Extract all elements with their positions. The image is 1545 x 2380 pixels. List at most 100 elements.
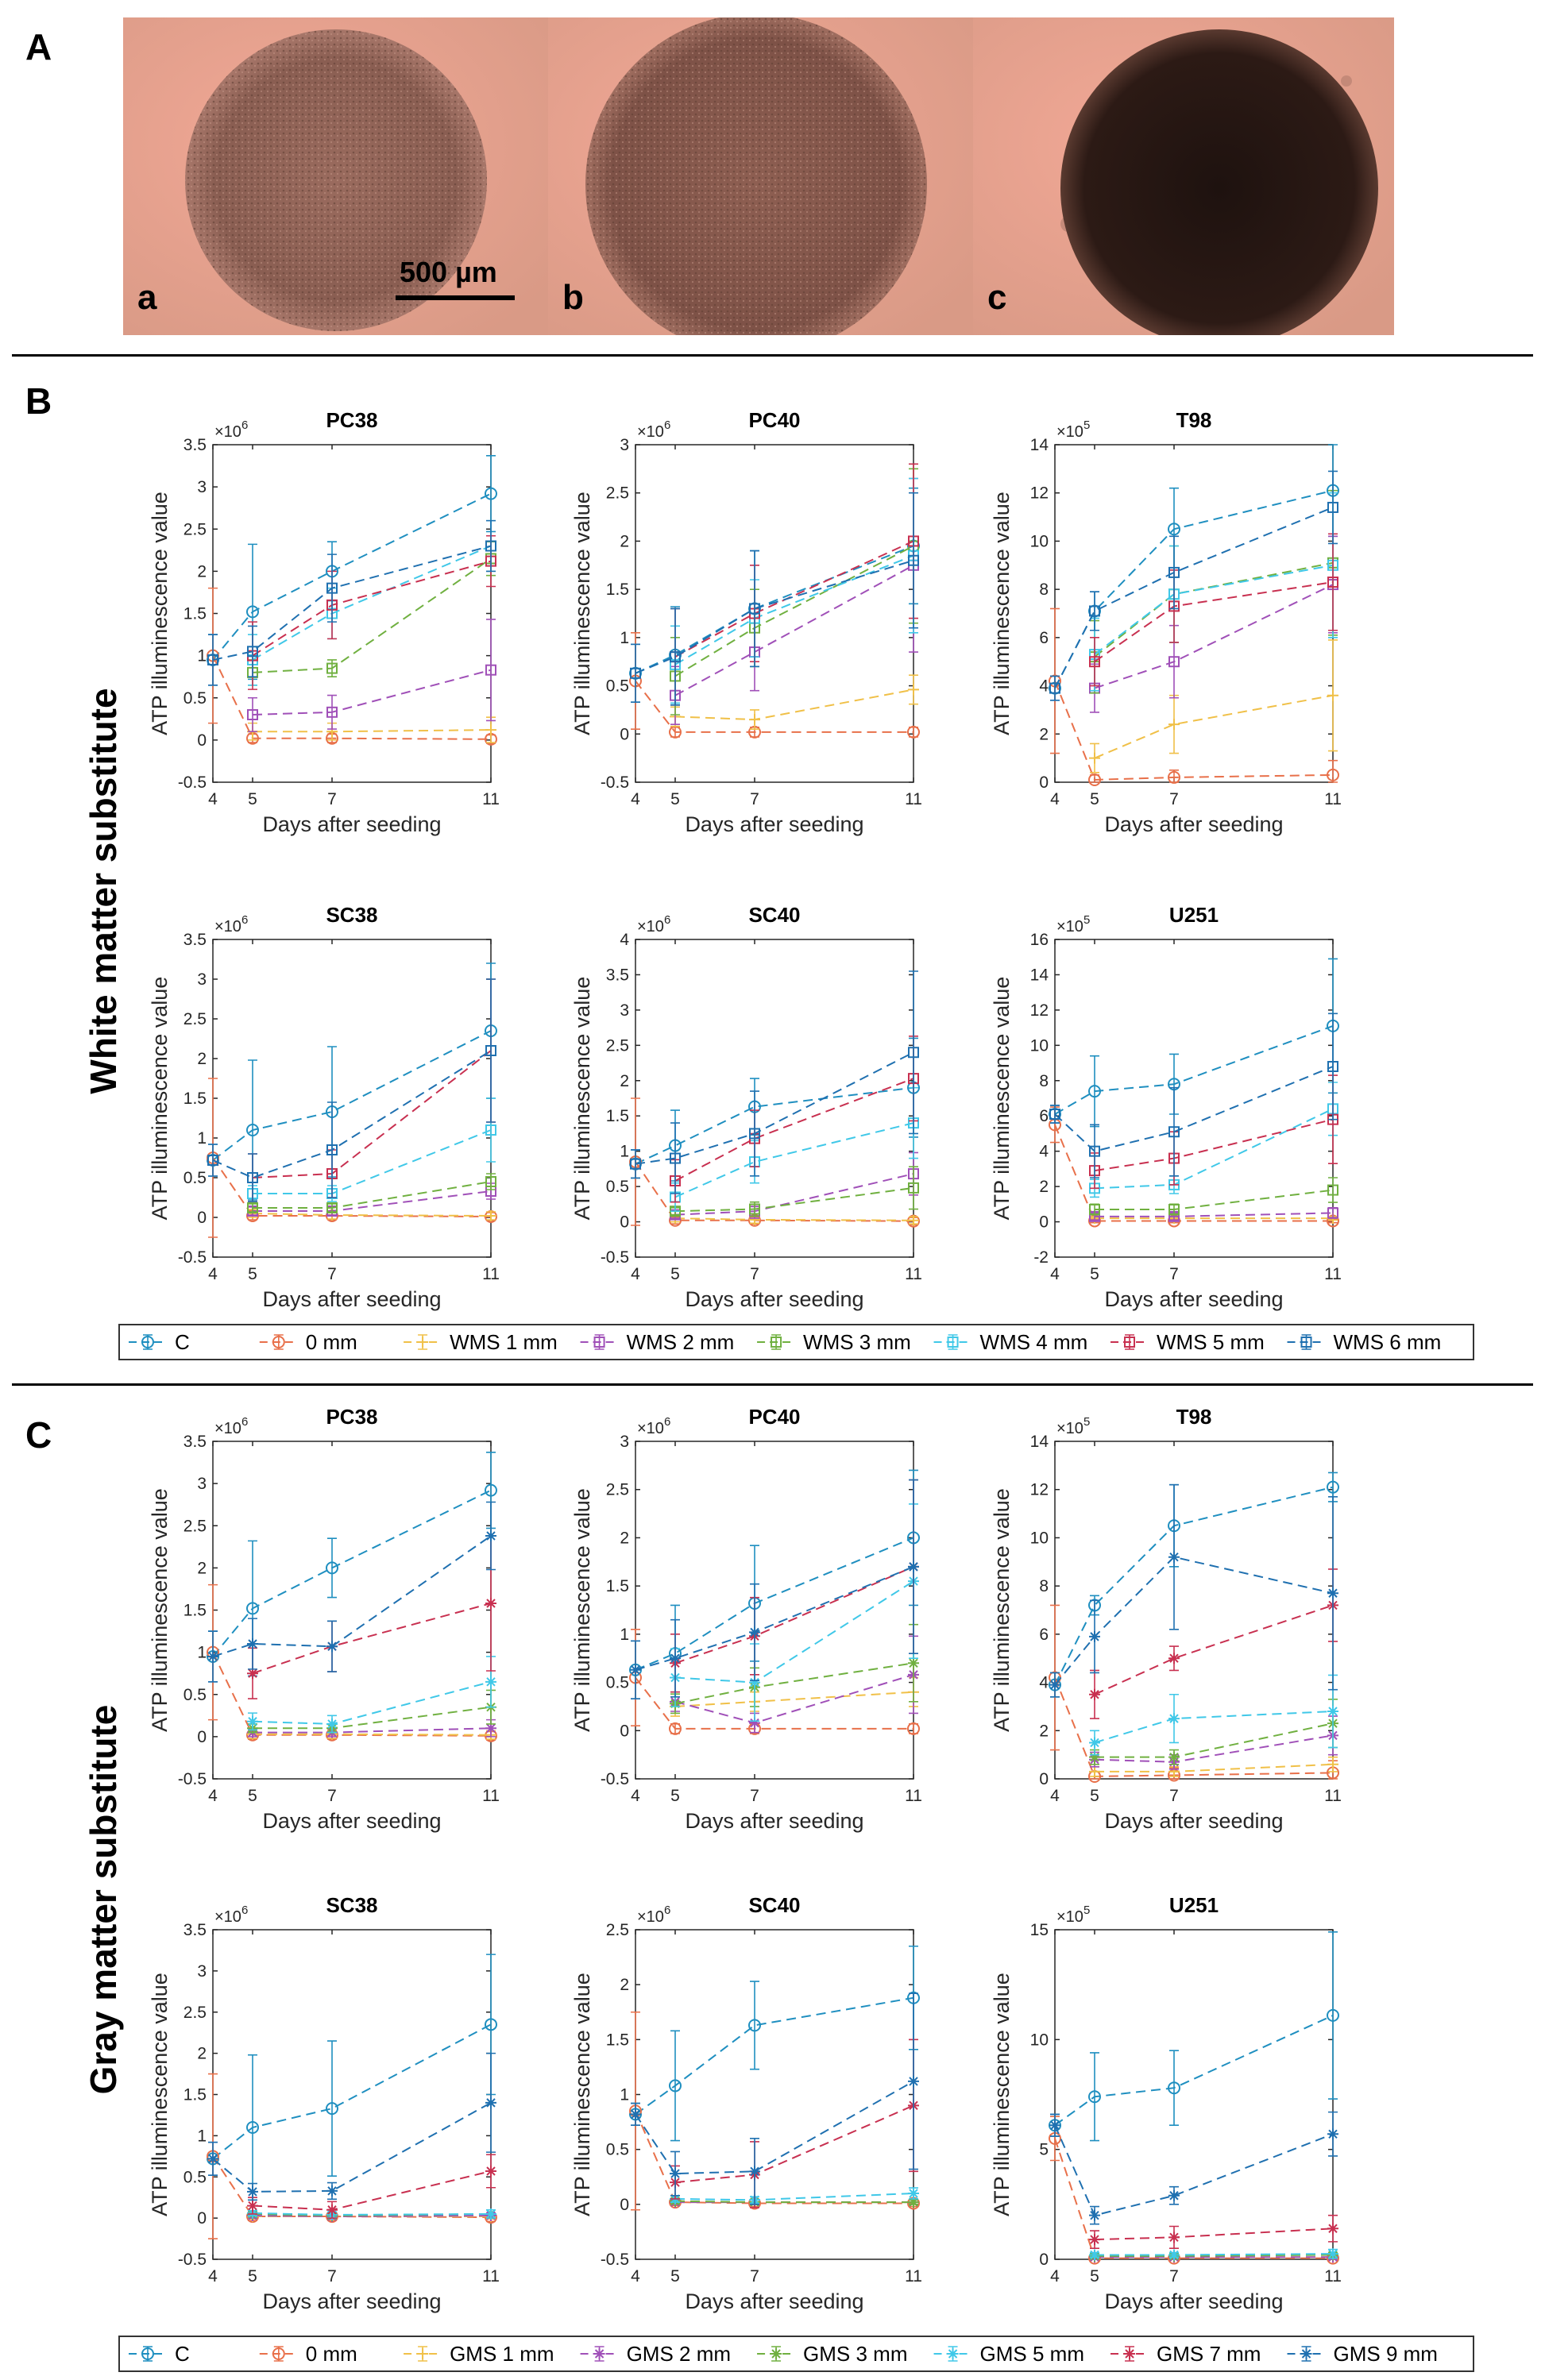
error-bar [1328, 470, 1338, 545]
series-wms-4-mm [670, 477, 919, 704]
y-axis-label: ATP illuminescence value [990, 492, 1014, 735]
x-tick-label: 11 [905, 1787, 922, 1805]
y-tick-label: 0.5 [606, 1674, 629, 1692]
error-bar [1169, 1086, 1179, 1177]
photo-letter-b: b [562, 278, 584, 317]
x-tick-label: 7 [327, 790, 337, 808]
series-c [629, 1945, 920, 2142]
error-bar [208, 634, 218, 686]
data-point [1049, 1679, 1060, 1691]
series-gms-9-mm [630, 1479, 919, 1700]
legend-marker [417, 2348, 429, 2359]
y-tick-label: 0.5 [606, 677, 629, 696]
x-tick-label: 4 [631, 2267, 640, 2285]
legend-entry: WMS 3 mm [757, 1330, 911, 1354]
y-tick-label: 2.5 [606, 484, 629, 503]
data-point [1089, 2249, 1100, 2261]
y-tick-label: 1.5 [183, 2086, 207, 2104]
data-point [1327, 577, 1338, 588]
error-bar [327, 659, 337, 677]
legend-marker [593, 2348, 605, 2359]
y-tick-label: 14 [1030, 966, 1049, 984]
series-line [1094, 561, 1334, 658]
x-tick-label: 5 [248, 2267, 257, 2285]
series-line [252, 1603, 492, 1675]
data-point [326, 1561, 338, 1575]
series-gms-7-mm [247, 1535, 496, 1699]
data-point [1327, 1587, 1338, 1599]
series-line [212, 655, 492, 740]
y-tick-label: 4 [1039, 1674, 1049, 1692]
x-tick-label: 4 [208, 790, 218, 808]
error-bar [327, 1537, 337, 1599]
data-point [1168, 1204, 1180, 1215]
series-line [1094, 2228, 1334, 2241]
y-tick-label: 3 [197, 1962, 207, 1981]
series-wms-3-mm [1089, 1177, 1338, 1216]
series-line [252, 545, 492, 661]
series-line [635, 1996, 914, 2116]
y-tick-label: 2 [1039, 1722, 1049, 1740]
series-gms-2-mm [1089, 1715, 1338, 1770]
y-tick-label: 0 [620, 1722, 629, 1740]
exponent-power: 5 [1083, 1415, 1090, 1429]
data-point [485, 487, 497, 500]
data-point [485, 2096, 496, 2108]
data-point [630, 667, 641, 679]
data-point [908, 1657, 919, 1669]
data-point [1168, 719, 1180, 731]
data-point [1168, 2231, 1180, 2243]
y-tick-label: 8 [1039, 581, 1049, 599]
error-bar [1090, 1124, 1099, 1178]
data-point [485, 2208, 496, 2220]
data-point [1168, 1126, 1180, 1138]
x-tick-label: 11 [1324, 2267, 1342, 2285]
series-wms-6-mm [207, 519, 496, 686]
y-tick-label: 3 [197, 970, 207, 989]
plot-area [1054, 444, 1334, 783]
exponent-power: 5 [1083, 913, 1090, 927]
series-gms-3-mm [1089, 1699, 1338, 1765]
error-bar [1050, 1105, 1060, 1124]
y-tick-label: -0.5 [601, 2251, 629, 2269]
data-point [1088, 1085, 1101, 1098]
chart-title: SC38 [326, 903, 377, 927]
data-point [1327, 2223, 1338, 2235]
data-point [670, 1653, 681, 1664]
legend-box [118, 2336, 1474, 2372]
y-tick-label: 6 [1039, 629, 1049, 647]
data-point [908, 2188, 919, 2199]
series-c [207, 1452, 497, 1683]
y-tick-label: 2.5 [606, 1481, 629, 1499]
data-point [246, 605, 259, 619]
series-0-mm [207, 587, 497, 746]
exponent-label: ×10 [637, 918, 664, 935]
series-gms-2-mm [1089, 2251, 1338, 2263]
x-axis-label: Days after seeding [262, 1287, 441, 1311]
data-point [485, 2018, 497, 2031]
series-gms-3-mm [247, 1689, 496, 1734]
data-point [485, 1483, 497, 1497]
y-tick-label: 10 [1030, 1529, 1049, 1547]
y-tick-label: 3 [620, 1001, 629, 1020]
data-point [1327, 1706, 1338, 1717]
chart-title: SC40 [748, 903, 800, 927]
y-tick-label: -0.5 [178, 1770, 207, 1788]
panel-letter-a: A [25, 26, 52, 68]
series-gms-9-mm [1049, 1483, 1338, 1698]
x-tick-label: 4 [631, 1265, 640, 1283]
exponent-label: ×10 [1056, 1908, 1083, 1926]
error-bar [750, 1090, 759, 1177]
series-line [674, 1078, 914, 1182]
series-wms-2-mm [670, 1151, 919, 1221]
exponent-label: ×10 [214, 918, 241, 935]
legend-entry: WMS 4 mm [933, 1330, 1087, 1354]
chart-title: PC40 [748, 1405, 800, 1429]
y-tick-label: 3.5 [183, 1921, 207, 1939]
series-gms-3-mm [670, 2195, 919, 2208]
y-tick-label: 10 [1030, 532, 1049, 550]
divider-ab [12, 354, 1533, 357]
exponent-label: ×10 [214, 1908, 241, 1926]
y-tick-label: 0 [620, 1213, 629, 1232]
